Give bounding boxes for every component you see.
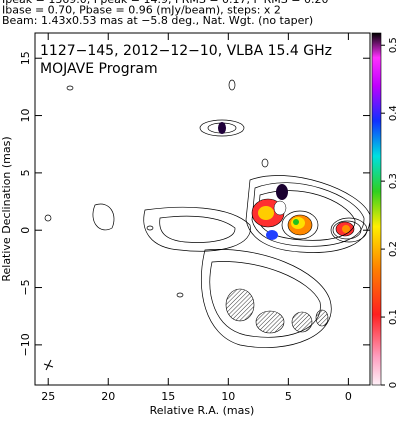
map-title: 1127−145, 2012−12−10, VLBA 15.4 GHz — [40, 43, 332, 59]
colorbar-tick-label: 0 — [388, 382, 399, 388]
colorbar-tick-label: 0.1 — [388, 309, 399, 325]
x-tick-label: 0 — [345, 390, 352, 403]
x-tick-label: 25 — [41, 390, 55, 403]
header-line: Ibase = 0.70, Pbase = 0.96 (mJy/beam), s… — [2, 4, 281, 17]
y-tick-label: 5 — [19, 169, 32, 176]
x-tick-label: 10 — [221, 390, 235, 403]
y-tick-label: −10 — [19, 333, 32, 356]
y-tick-label: −5 — [19, 279, 32, 295]
y-tick-label: 0 — [19, 227, 32, 234]
colorbar-tick-label: 0.5 — [388, 37, 399, 53]
map-subtitle: MOJAVE Program — [40, 61, 158, 77]
colorbar-tick-label: 0.2 — [388, 241, 399, 257]
x-tick-label: 20 — [101, 390, 115, 403]
colorbar-tick-label: 0.4 — [388, 105, 399, 121]
contours — [43, 79, 371, 371]
header-line: Ipeak = 1369.0, Ppeak = 14.9, I RMS = 0.… — [2, 0, 329, 6]
x-tick-label: 5 — [285, 390, 292, 403]
header-line: Beam: 1.43x0.53 mas at −5.8 deg., Nat. W… — [2, 14, 313, 27]
x-tick-label: 15 — [161, 390, 175, 403]
colorbar — [371, 32, 382, 386]
y-axis-label: Relative Declination (mas) — [0, 136, 13, 281]
header: Ipeak = 1369.0, Ppeak = 14.9, I RMS = 0.… — [2, 0, 329, 27]
y-tick-label: 10 — [19, 109, 32, 123]
y-tick-label: 15 — [19, 51, 32, 65]
plot-frame — [34, 32, 371, 386]
colorbar-tick-label: 0.3 — [388, 173, 399, 189]
x-axis-label: Relative R.A. (mas) — [150, 404, 255, 417]
